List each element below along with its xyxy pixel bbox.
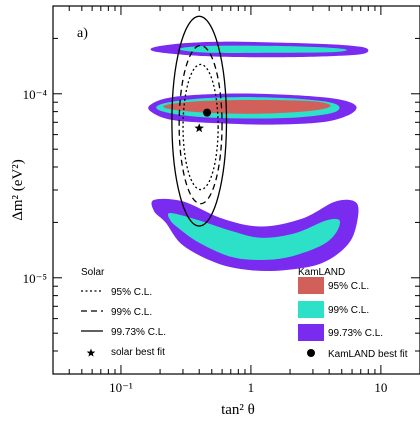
- solar-contours: [171, 15, 228, 227]
- x-tick-label: 10: [374, 380, 387, 395]
- x-tick-label: 1: [248, 380, 255, 395]
- solar-contour-solid: [171, 15, 228, 227]
- kamland-best-fit-dot: [203, 108, 212, 117]
- legend-kamland-label: 99% C.L.: [328, 305, 369, 316]
- legend-kamland-label: KamLAND best fit: [328, 349, 408, 360]
- x-tick-label: 10⁻¹: [109, 380, 133, 395]
- legend-kamland-swatch: [298, 277, 324, 294]
- solar-contour-dashed: [178, 44, 223, 205]
- legend-kamland-swatch: [298, 324, 324, 341]
- kamland-region-9973-island-3: [151, 198, 359, 272]
- y-tick-label: 10⁻⁵: [23, 271, 47, 286]
- legend-solar-label: 99% C.L.: [111, 307, 152, 318]
- plot-frame: [52, 5, 420, 375]
- best-fit-markers: [194, 108, 212, 133]
- legend-solar-label: 99.73% C.L.: [111, 327, 166, 338]
- legend-kamland-label: 95% C.L.: [328, 281, 369, 292]
- legend-solar-title: Solar: [81, 267, 105, 278]
- legend-solar: Solar 95% C.L. 99% C.L. 99.73% C.L. solar b…: [81, 267, 166, 358]
- kamland-region-99-island-3: [167, 213, 340, 260]
- x-axis-label: tan² θ: [221, 402, 255, 418]
- kamland-regions: [148, 41, 369, 272]
- solar-best-fit-star: [194, 123, 204, 133]
- legend-kamland-swatch: [298, 301, 324, 318]
- legend-solar-star-symbol: [86, 348, 96, 357]
- legend-kamland-label: 99.73% C.L.: [328, 328, 383, 339]
- axis-ticks: [52, 6, 420, 375]
- y-axis-label: Δm² (eV²): [10, 159, 26, 221]
- tick-labels: 10⁻¹ 1 10 10⁻⁵ 10⁻⁴: [23, 87, 388, 395]
- legend-kamland: KamLAND 95% C.L. 99% C.L. 99.73% C.L. KamLA…: [298, 267, 408, 360]
- legend-solar-label: 95% C.L.: [111, 287, 152, 298]
- solar-contour-dotted: [182, 63, 219, 191]
- legend-solar-label: solar best fit: [111, 347, 165, 358]
- y-tick-label: 10⁻⁴: [23, 87, 48, 102]
- legend-kamland-dot-symbol: [307, 349, 315, 357]
- panel-label: a): [77, 26, 88, 41]
- kamland-region-99-island-1: [179, 45, 348, 54]
- legend-kamland-title: KamLAND: [298, 267, 345, 278]
